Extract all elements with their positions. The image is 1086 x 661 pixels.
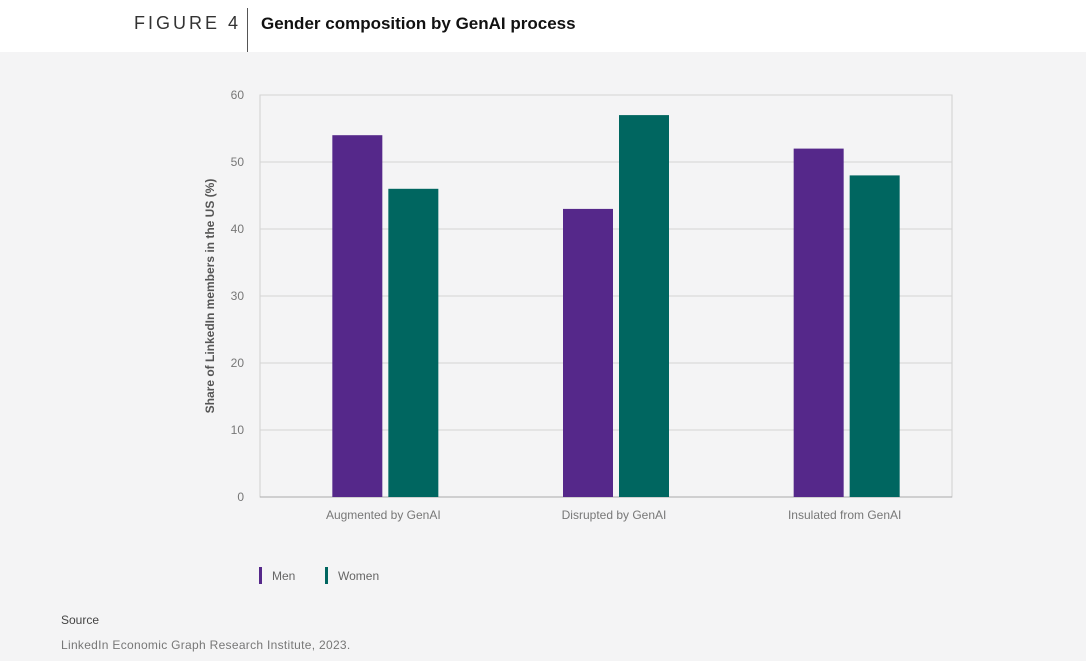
- bar-women-3: [849, 175, 900, 497]
- legend-label-men: Men: [272, 568, 296, 583]
- y-tick-label: 50: [231, 155, 245, 169]
- y-tick-label: 40: [231, 222, 245, 236]
- source-label: Source: [61, 613, 100, 627]
- bar-men-1: [332, 135, 383, 497]
- legend-item-men: Men: [259, 567, 295, 584]
- legend-swatch-men: [259, 567, 262, 584]
- legend-label-women: Women: [338, 568, 380, 583]
- x-tick-label: Disrupted by GenAI: [562, 508, 667, 522]
- y-tick-label: 60: [231, 88, 245, 102]
- y-tick-label: 10: [231, 423, 245, 437]
- legend-swatch-women: [325, 567, 328, 584]
- source-text: LinkedIn Economic Graph Research Institu…: [61, 638, 351, 652]
- y-tick-label: 20: [231, 356, 245, 370]
- figure-header: FIGURE 4 Gender composition by GenAI pro…: [0, 0, 1086, 52]
- bar-men-2: [563, 208, 613, 497]
- legend-item-women: Women: [325, 567, 379, 584]
- header-divider: [247, 8, 248, 52]
- bar-men-3: [793, 148, 844, 497]
- y-tick-label: 0: [237, 490, 244, 504]
- bar-women-2: [619, 115, 669, 497]
- figure-label: FIGURE 4: [134, 13, 242, 33]
- y-axis-label: Share of LinkedIn members in the US (%): [203, 179, 217, 414]
- x-tick-label: Insulated from GenAI: [788, 508, 901, 522]
- x-tick-label: Augmented by GenAI: [326, 508, 441, 522]
- bar-women-1: [388, 188, 439, 498]
- y-tick-label: 30: [231, 289, 245, 303]
- figure-title: Gender composition by GenAI process: [261, 14, 576, 33]
